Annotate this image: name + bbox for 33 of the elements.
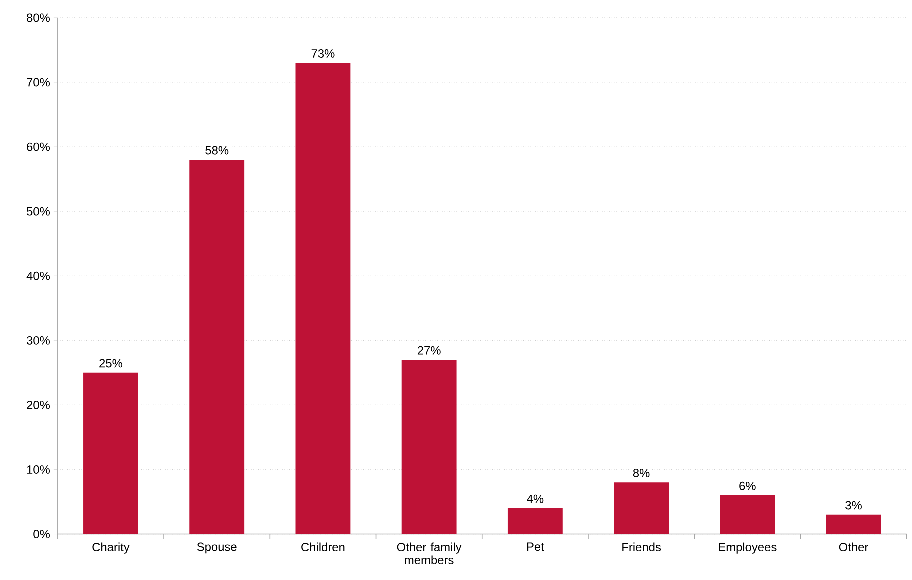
bar xyxy=(720,495,776,534)
bar xyxy=(614,482,670,534)
x-tick-label: Friends xyxy=(622,542,662,552)
bar xyxy=(190,160,245,534)
y-tick-label: 60% xyxy=(27,142,50,152)
data-label: 4% xyxy=(527,494,544,504)
x-tick-label: Charity xyxy=(92,542,130,554)
y-tick-label: 70% xyxy=(27,78,50,87)
y-tick-label: 50% xyxy=(27,207,50,216)
x-tick-label: Pet xyxy=(527,542,544,551)
bar xyxy=(402,360,457,534)
data-label: 58% xyxy=(206,146,229,155)
bar xyxy=(826,514,882,534)
x-tick-label: Employees xyxy=(719,542,777,554)
y-tick-label: 80% xyxy=(27,14,50,22)
y-tick-label: 40% xyxy=(26,272,50,280)
y-tick-label: 30% xyxy=(26,336,50,345)
y-tick-label: 10% xyxy=(27,465,50,474)
y-tick-label: 20% xyxy=(27,400,50,410)
data-label: 73% xyxy=(312,49,335,58)
y-tick-label: 0% xyxy=(34,530,50,538)
x-tick-label: Other xyxy=(839,542,868,552)
data-label: 6% xyxy=(740,482,756,490)
x-tick-label: Spouse xyxy=(197,542,237,554)
x-tick-label: Children xyxy=(302,542,345,552)
bar xyxy=(508,508,563,534)
data-label: 27% xyxy=(418,346,441,355)
x-tick-label: Other family members xyxy=(397,542,462,564)
data-label: 3% xyxy=(846,501,862,510)
data-label: 25% xyxy=(100,359,123,368)
data-label: 8% xyxy=(633,468,650,478)
bar xyxy=(296,63,351,534)
bar xyxy=(84,372,138,534)
